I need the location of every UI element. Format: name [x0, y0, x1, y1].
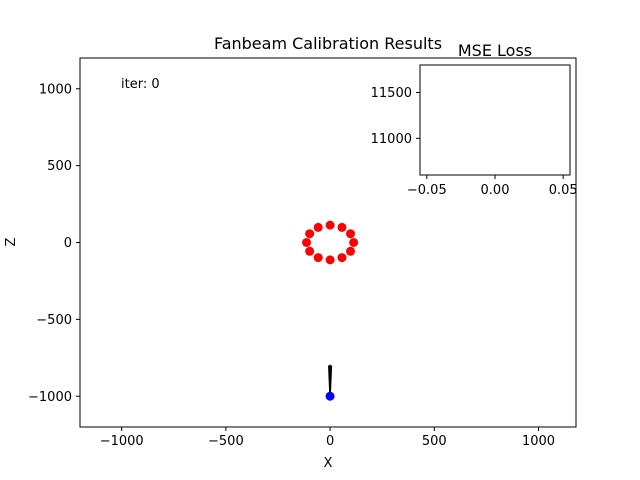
inset-y-tick-label: 11500	[371, 86, 412, 101]
detector-point	[302, 238, 312, 247]
detector-point	[305, 246, 315, 256]
iteration-annotation: iter: 0	[121, 77, 160, 92]
main-plot-title: Fanbeam Calibration Results	[214, 34, 442, 53]
main-x-tick-label: 500	[422, 434, 447, 449]
detector-point	[305, 229, 315, 239]
main-plot-marks	[302, 220, 359, 401]
detector-point	[346, 246, 356, 256]
main-x-tick-label: 1000	[522, 434, 555, 449]
inset-plot-frame	[419, 64, 571, 176]
main-y-tick-label: 0	[64, 236, 72, 251]
main-y-tick-label: 500	[47, 159, 72, 174]
main-y-tick-label: 1000	[39, 82, 72, 97]
inset-x-tick-label: −0.05	[407, 183, 447, 198]
inset-x-tick-label: 0.05	[549, 183, 578, 198]
detector-point	[337, 253, 347, 263]
main-plot: Fanbeam Calibration Results −1000 −500 0 50…	[4, 34, 577, 471]
inset-y-ticks: 11000 11500	[371, 86, 420, 147]
inset-plot: MSE Loss −0.05 0.00 0.05 11000 11500	[371, 41, 578, 198]
main-x-tick-label: −500	[208, 434, 244, 449]
inset-plot-title: MSE Loss	[458, 41, 532, 60]
inset-y-tick-label: 11000	[371, 132, 412, 147]
inset-x-ticks: −0.05 0.00 0.05	[407, 175, 578, 198]
inset-plot-background	[420, 65, 570, 175]
detector-point	[337, 222, 347, 232]
detector-point	[325, 255, 335, 265]
inset-x-tick-label: 0.00	[481, 183, 510, 198]
source-point	[325, 391, 335, 401]
main-x-ticks: −1000 −500 0 500 1000	[100, 427, 555, 449]
main-x-tick-label: 0	[326, 434, 334, 449]
detector-point	[346, 229, 356, 239]
detector-point	[313, 253, 323, 263]
detector-point	[325, 220, 335, 230]
main-y-tick-label: −1000	[28, 390, 72, 405]
main-plot-frame	[79, 57, 577, 428]
y-axis-label: Z	[4, 237, 19, 246]
fan-beam-line	[329, 365, 333, 397]
main-y-tick-label: −500	[36, 313, 72, 328]
main-y-ticks: −1000 −500 0 500 1000	[28, 82, 80, 405]
detector-point	[313, 222, 323, 232]
x-axis-label: X	[324, 456, 333, 471]
main-x-tick-label: −1000	[100, 434, 144, 449]
detector-point	[349, 238, 359, 247]
